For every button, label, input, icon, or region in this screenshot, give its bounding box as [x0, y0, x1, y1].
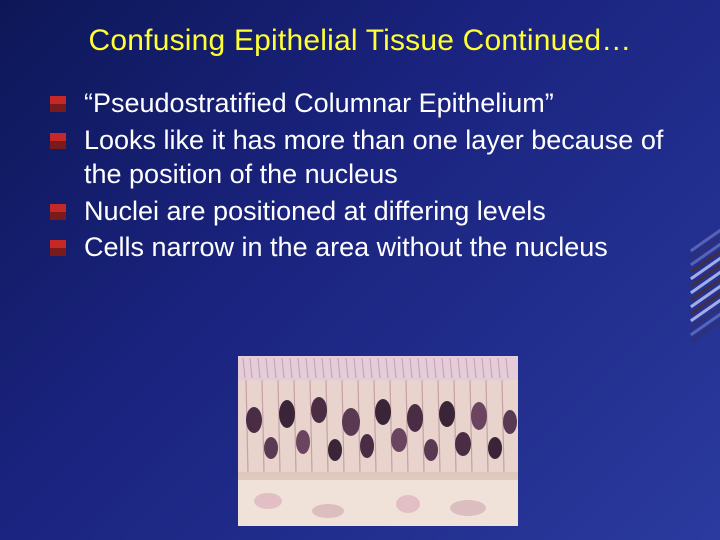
slide-container: Confusing Epithelial Tissue Continued… “… — [0, 0, 720, 540]
histology-image — [238, 356, 518, 526]
bullet-icon — [50, 133, 66, 149]
bullet-item: Looks like it has more than one layer be… — [50, 123, 678, 192]
bullet-item: “Pseudostratified Columnar Epithelium” — [50, 86, 678, 121]
bullet-text: Looks like it has more than one layer be… — [84, 125, 663, 190]
bullet-icon — [50, 96, 66, 112]
slide-title: Confusing Epithelial Tissue Continued… — [42, 24, 678, 58]
bullet-icon — [50, 204, 66, 220]
bullet-text: Nuclei are positioned at differing level… — [84, 196, 546, 226]
bullet-list: “Pseudostratified Columnar Epithelium” L… — [42, 86, 678, 265]
bullet-text: “Pseudostratified Columnar Epithelium” — [84, 88, 554, 118]
slide-accent-icon — [686, 215, 720, 325]
bullet-text: Cells narrow in the area without the nuc… — [84, 232, 608, 262]
histology-svg — [238, 356, 518, 526]
bullet-icon — [50, 240, 66, 256]
bullet-item: Cells narrow in the area without the nuc… — [50, 230, 678, 265]
bullet-item: Nuclei are positioned at differing level… — [50, 194, 678, 229]
